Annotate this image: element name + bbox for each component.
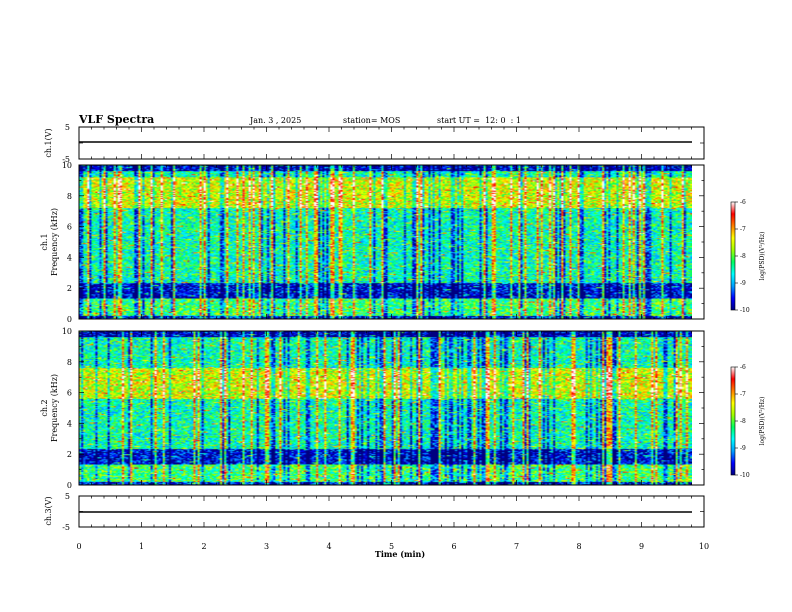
ch2-colorbar: -6 -7 -8 -9 -10 log(PSD)(V²/Hz): [730, 364, 766, 479]
date-label: Jan. 3 , 2025: [249, 116, 301, 125]
y-tick-label: 0: [67, 315, 72, 324]
colorbar-tick-label: -9: [740, 445, 746, 452]
ch1-colorbar-label: log(PSD)(V²/Hz): [759, 232, 766, 281]
start-ut-label: start UT = 12: 0 : 1: [437, 116, 521, 125]
x-tick-label: 5: [389, 542, 394, 551]
x-tick-label: 3: [264, 542, 269, 551]
ch1-waveform-ylabel: ch.1(V): [44, 128, 53, 157]
ch1-ytick-bottom: -5: [62, 155, 70, 164]
x-tick-label: 6: [451, 542, 456, 551]
y-tick-label: 4: [67, 253, 72, 262]
y-tick-label: 2: [67, 284, 72, 293]
y-tick-label: 8: [67, 358, 72, 367]
x-tick-label: 8: [576, 542, 581, 551]
colorbar-tick-label: -8: [740, 253, 746, 260]
colorbar-tick-label: -7: [740, 226, 746, 233]
x-axis: 0 1 2 3 4 5 6 7 8 9 10: [76, 127, 709, 551]
figure-title: VLF Spectra: [78, 113, 154, 126]
colorbar-tick-label: -10: [740, 307, 750, 314]
colorbar-tick-label: -7: [740, 391, 746, 398]
ch1-spectrogram-panel: 0 2 4 6 8 10 ch.1 Frequency (kHz): [40, 161, 705, 324]
x-axis-label: Time (min): [375, 549, 425, 559]
ch1-colorbar: -6 -7 -8 -9 -10 log(PSD)(V²/Hz): [730, 199, 766, 314]
ch2-colorbar-label: log(PSD)(V²/Hz): [759, 397, 766, 446]
x-tick-label: 1: [139, 542, 144, 551]
y-tick-label: 8: [67, 192, 72, 201]
ch3-ytick-top: 5: [65, 492, 70, 501]
ch3-waveform-panel: 5 -5 ch.3(V): [44, 492, 705, 532]
y-tick-label: 6: [67, 223, 72, 232]
x-tick-label: 2: [201, 542, 206, 551]
ch1-ytick-top: 5: [65, 123, 70, 132]
ch1-channel-label: ch.1: [40, 233, 49, 250]
ch2-frequency-label: Frequency (kHz): [50, 374, 59, 442]
ch3-waveform-ylabel: ch.3(V): [44, 496, 53, 525]
y-tick-label: 4: [67, 419, 72, 428]
ch2-colorbar-gradient: [731, 367, 735, 475]
ch1-frequency-label: Frequency (kHz): [50, 208, 59, 276]
station-label: station= MOS: [343, 116, 400, 125]
y-tick-label: 10: [62, 161, 72, 170]
x-tick-label: 9: [639, 542, 644, 551]
colorbar-tick-label: -6: [740, 364, 746, 371]
colorbar-tick-label: -6: [740, 199, 746, 206]
ch2-spectrogram-panel: 0 2 4 6 8 10 ch.2 Frequency (kHz): [40, 327, 705, 490]
colorbar-tick-label: -8: [740, 418, 746, 425]
colorbar-tick-label: -10: [740, 472, 750, 479]
ch3-ytick-bottom: -5: [62, 523, 70, 532]
y-tick-label: 10: [62, 327, 72, 336]
ch2-channel-label: ch.2: [40, 399, 49, 416]
y-tick-label: 6: [67, 389, 72, 398]
ch2-spectrogram-image: [79, 331, 692, 485]
colorbar-tick-label: -9: [740, 280, 746, 287]
ch1-waveform-panel: 5 -5 ch.1(V): [44, 123, 705, 164]
ch1-colorbar-gradient: [731, 202, 735, 310]
y-tick-label: 0: [67, 481, 72, 490]
x-tick-label: 10: [699, 542, 709, 551]
x-tick-label: 4: [326, 542, 331, 551]
ch1-spectrogram-image: [79, 165, 692, 319]
x-tick-label: 0: [76, 542, 81, 551]
x-tick-label: 7: [514, 542, 519, 551]
y-tick-label: 2: [67, 450, 72, 459]
